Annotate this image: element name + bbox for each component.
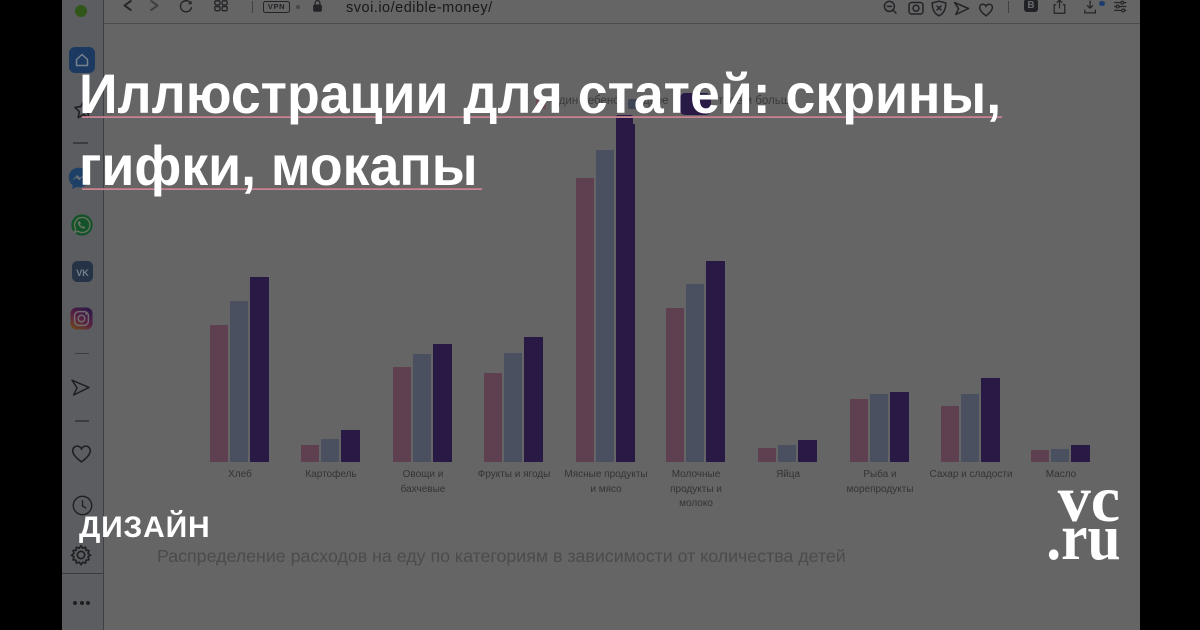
svg-text:VK: VK bbox=[76, 268, 89, 278]
